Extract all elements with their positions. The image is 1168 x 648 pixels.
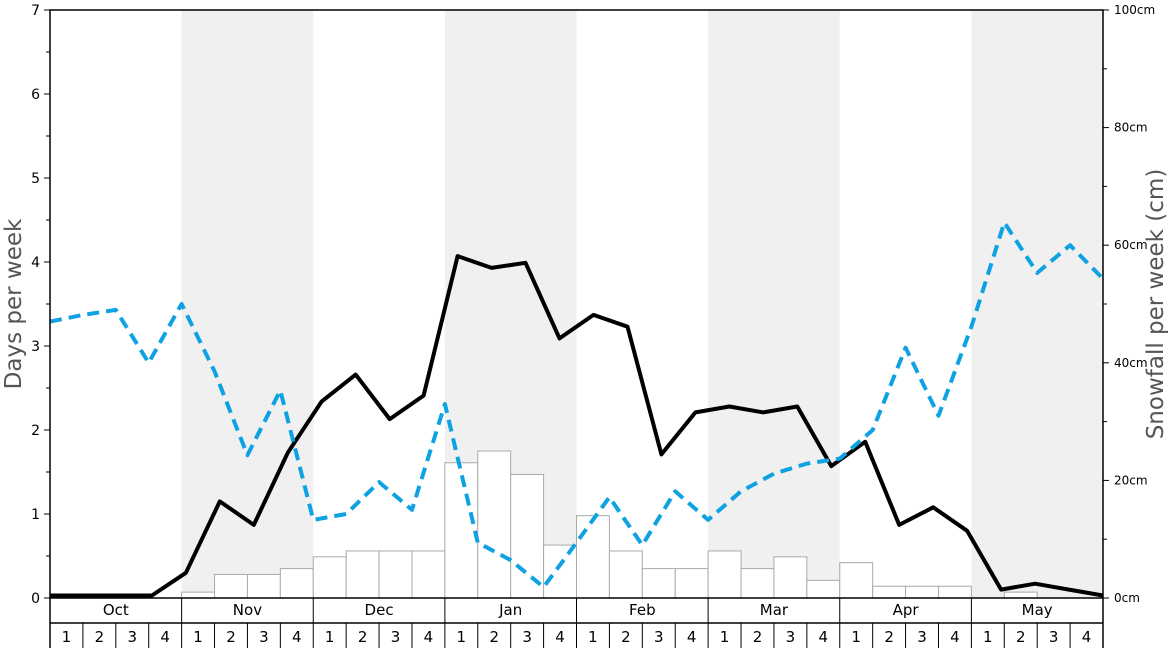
week-label: 3 xyxy=(917,628,927,646)
right-tick-label: 60cm xyxy=(1114,238,1148,252)
week-label: 3 xyxy=(654,628,664,646)
month-band-mar xyxy=(708,10,840,598)
week-label: 3 xyxy=(391,628,401,646)
month-label-oct: Oct xyxy=(103,601,129,619)
snowfall-bar xyxy=(214,573,248,599)
week-label: 2 xyxy=(489,628,499,646)
week-label: 4 xyxy=(555,628,565,646)
left-axis-label: Days per week xyxy=(1,218,27,389)
month-label-dec: Dec xyxy=(365,601,394,619)
snowfall-bar xyxy=(181,591,216,599)
snowfall-bar xyxy=(641,568,676,599)
snowfall-bar xyxy=(872,585,907,599)
month-label-mar: Mar xyxy=(760,601,789,619)
week-label: 2 xyxy=(95,628,105,646)
right-tick-label: 0cm xyxy=(1114,591,1140,605)
snowfall-bar xyxy=(740,568,775,599)
left-tick-label: 7 xyxy=(31,3,40,19)
snowfall-bar xyxy=(477,450,512,599)
week-label: 4 xyxy=(160,628,170,646)
snowfall-bar xyxy=(345,550,380,599)
week-label: 1 xyxy=(851,628,861,646)
month-label-nov: Nov xyxy=(233,601,262,619)
week-label: 2 xyxy=(226,628,236,646)
data-lines xyxy=(49,220,1105,598)
left-axis-ticks: 0 1 2 3 4 5 6 7 xyxy=(31,3,50,607)
month-band-nov xyxy=(181,10,314,598)
month-band-may xyxy=(971,10,1103,598)
snowfall-bar xyxy=(444,462,479,599)
week-label: 1 xyxy=(720,628,730,646)
week-label: 3 xyxy=(1049,628,1059,646)
week-label: 4 xyxy=(292,628,302,646)
snowfall-bar xyxy=(279,568,314,599)
week-label: 1 xyxy=(325,628,335,646)
month-axis: Oct Nov Dec Jan Feb Mar Apr May xyxy=(49,598,1104,648)
snowfall-bar xyxy=(1003,591,1038,599)
snowfall-bar xyxy=(773,556,808,599)
left-tick-label: 3 xyxy=(31,339,40,355)
week-label: 1 xyxy=(62,628,72,646)
snowfall-bar xyxy=(839,562,874,599)
snowfall-bar xyxy=(806,579,841,599)
week-label: 2 xyxy=(621,628,631,646)
week-label: 3 xyxy=(522,628,532,646)
week-label: 3 xyxy=(127,628,137,646)
left-tick-label: 0 xyxy=(31,591,40,607)
week-axis: 1 2 3 4 1 2 3 4 1 2 3 4 1 2 3 4 1 2 3 4 1 2 3 4 1 2 3 4 1 2 3 4 xyxy=(62,623,1092,648)
right-tick-label: 20cm xyxy=(1114,473,1148,487)
month-bands xyxy=(181,10,1103,598)
week-label: 4 xyxy=(687,628,697,646)
snowfall-bar xyxy=(411,550,446,599)
snowfall-bar xyxy=(905,585,939,599)
snowfall-bar xyxy=(576,515,610,599)
month-label-may: May xyxy=(1022,601,1053,619)
left-tick-label: 6 xyxy=(31,87,40,103)
snowfall-bar xyxy=(312,556,347,599)
week-label: 4 xyxy=(424,628,434,646)
snowfall-bar xyxy=(543,544,577,599)
snowfall-bar xyxy=(937,585,972,599)
right-axis-label: Snowfall per week (cm) xyxy=(1143,169,1168,440)
right-tick-label: 100cm xyxy=(1114,3,1155,17)
left-tick-label: 4 xyxy=(31,255,40,271)
week-label: 1 xyxy=(193,628,203,646)
snowfall-bar xyxy=(707,550,742,599)
month-label-apr: Apr xyxy=(893,601,920,619)
left-tick-label: 1 xyxy=(31,507,40,523)
week-label: 2 xyxy=(753,628,763,646)
week-label: 2 xyxy=(358,628,368,646)
month-label-feb: Feb xyxy=(629,601,656,619)
week-label: 4 xyxy=(1082,628,1092,646)
week-label: 4 xyxy=(819,628,829,646)
right-tick-label: 40cm xyxy=(1114,356,1148,370)
left-tick-label: 5 xyxy=(31,171,40,187)
week-label: 4 xyxy=(950,628,960,646)
week-label: 1 xyxy=(588,628,598,646)
week-label: 1 xyxy=(983,628,993,646)
snowfall-bar xyxy=(378,550,413,599)
snowfall-bars xyxy=(181,450,1038,599)
solid-line xyxy=(50,254,1104,598)
left-tick-label: 2 xyxy=(31,423,40,439)
week-label: 3 xyxy=(786,628,796,646)
snowfall-bar xyxy=(608,550,643,599)
right-tick-label: 80cm xyxy=(1114,121,1148,135)
snowfall-bar xyxy=(246,573,281,599)
week-label: 3 xyxy=(259,628,269,646)
snowfall-bar xyxy=(674,568,709,599)
week-label: 2 xyxy=(884,628,894,646)
week-label: 1 xyxy=(457,628,467,646)
snowfall-bar xyxy=(510,474,545,599)
month-label-jan: Jan xyxy=(498,601,522,619)
week-label: 2 xyxy=(1016,628,1026,646)
right-axis-ticks: 0cm 20cm 40cm 60cm 80cm 100cm xyxy=(1103,3,1155,605)
